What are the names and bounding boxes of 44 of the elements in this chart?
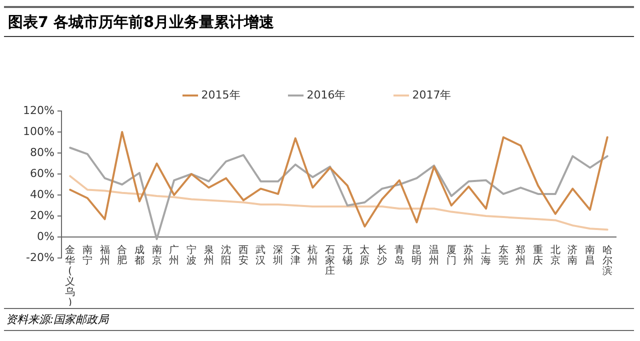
x-tick-label: 厦门 xyxy=(446,244,456,266)
x-tick-label: 广州 xyxy=(169,244,180,266)
x-tick-label: 石家庄 xyxy=(325,244,336,277)
legend-label: 2016年 xyxy=(306,88,346,102)
x-tick-label: 西安 xyxy=(238,244,248,266)
y-tick-label: -20% xyxy=(26,250,54,264)
legend-label: 2017年 xyxy=(412,88,452,102)
x-tick-label: 成都 xyxy=(134,244,144,266)
x-tick-label: 哈尔滨 xyxy=(602,244,612,277)
chart-title: 图表7 各城市历年前8月业务量累计增速 xyxy=(4,6,634,37)
x-tick-label: 太原 xyxy=(360,244,370,266)
x-tick-label: 天津 xyxy=(290,244,300,266)
y-tick-label: 120% xyxy=(22,104,54,117)
x-tick-label: 济南 xyxy=(568,244,578,266)
x-tick-label: 长沙 xyxy=(377,244,388,266)
x-tick-label: 苏州 xyxy=(464,244,474,266)
x-tick-label: 重庆 xyxy=(533,244,544,266)
text: 资料来源:国家邮政局 xyxy=(4,308,634,331)
x-tick-label: 南京 xyxy=(152,244,162,266)
x-tick-label: 泉州 xyxy=(204,244,214,266)
legend-label: 2015年 xyxy=(201,88,240,102)
x-tick-label: 深圳 xyxy=(272,244,284,266)
x-tick-label: 沈阳 xyxy=(221,244,232,266)
x-tick-label: 合肥 xyxy=(117,244,128,266)
x-tick-label: 青岛 xyxy=(394,244,404,266)
x-tick-label: 北京 xyxy=(550,244,560,266)
x-tick-label: 无锡 xyxy=(341,244,352,266)
x-tick-label: 昆明 xyxy=(412,244,422,266)
x-tick-label: 宁波 xyxy=(186,244,196,266)
x-tick-label: 福州 xyxy=(100,244,110,266)
y-tick-label: 20% xyxy=(30,208,54,222)
x-tick-label: 郑州 xyxy=(516,244,526,266)
x-tick-label: 南宁 xyxy=(82,244,92,266)
y-tick-label: 80% xyxy=(30,146,54,159)
x-tick-label: 武汉 xyxy=(256,244,266,266)
x-tick-label: 东莞 xyxy=(498,244,508,266)
x-tick-label: 上海 xyxy=(481,244,492,266)
y-tick-label: 0% xyxy=(36,230,54,243)
x-tick-label: 南昌 xyxy=(585,244,596,266)
x-tick-label: 杭州 xyxy=(306,244,318,266)
y-tick-label: 40% xyxy=(30,188,54,201)
x-tick-label: 温州 xyxy=(429,244,440,266)
y-tick-label: 100% xyxy=(22,124,54,138)
y-tick-label: 60% xyxy=(30,166,54,180)
